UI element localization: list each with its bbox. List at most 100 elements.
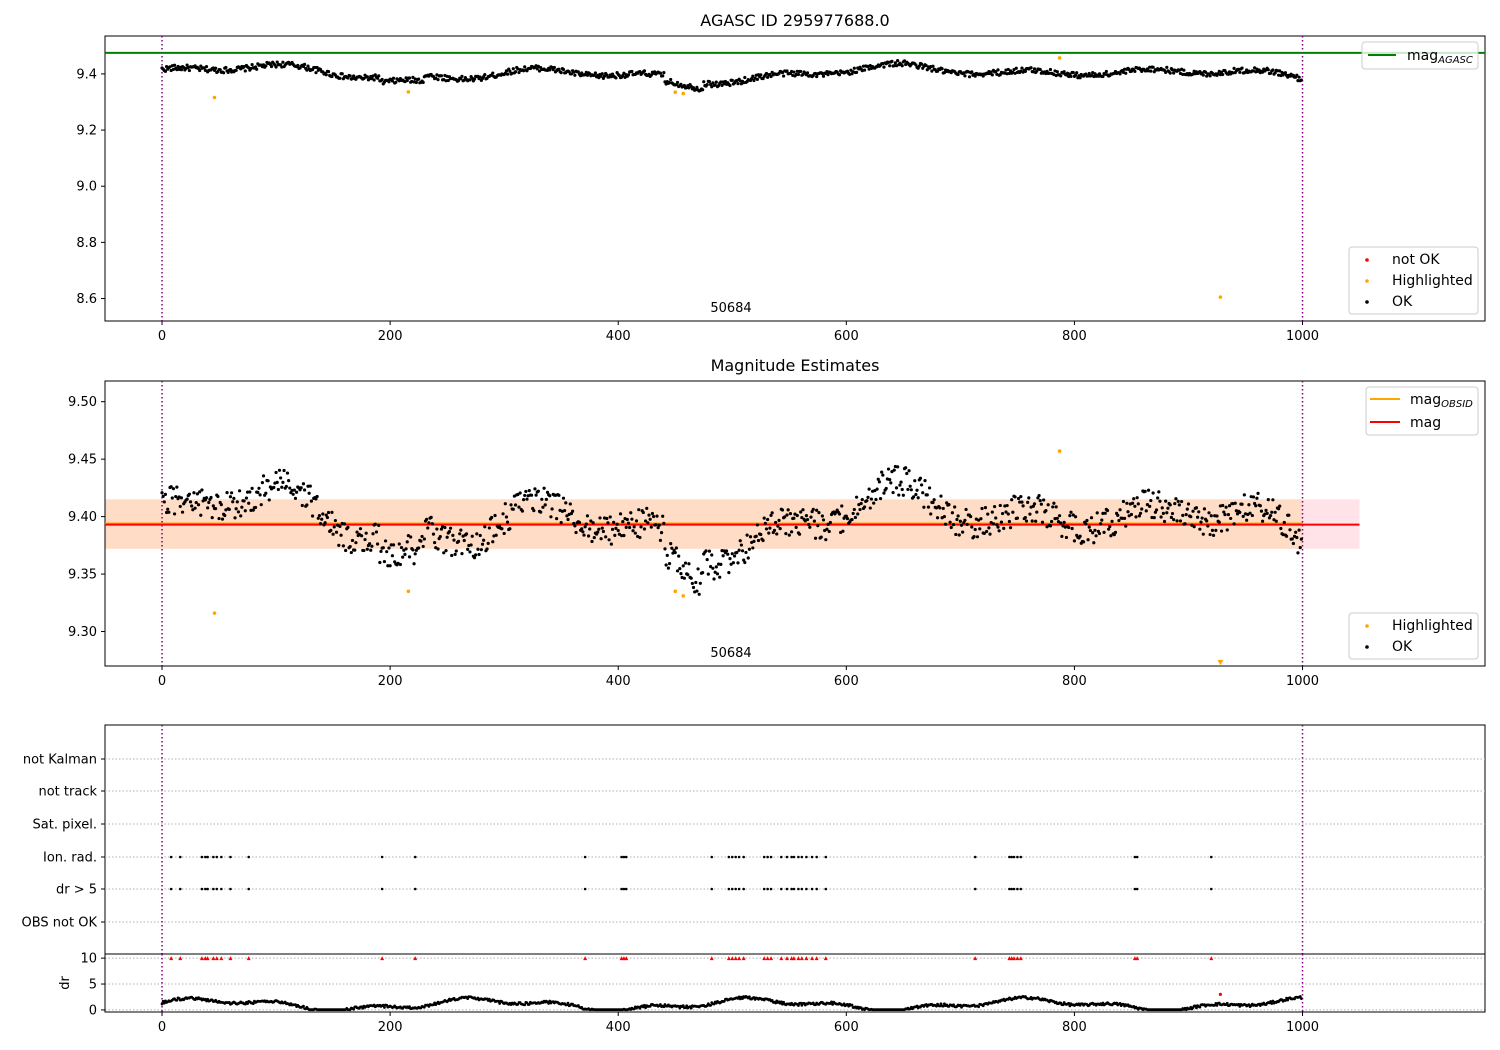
- ok-point: [232, 496, 236, 500]
- ok-point: [1018, 500, 1022, 504]
- ok-point: [764, 527, 769, 531]
- ok-point: [754, 534, 758, 538]
- ok-point: [1133, 69, 1137, 73]
- ok-point: [862, 68, 867, 72]
- ok-point: [1165, 65, 1169, 69]
- ok-point: [308, 484, 312, 488]
- ok-point: [1157, 490, 1161, 494]
- ok-point: [207, 500, 211, 505]
- ok-point: [795, 513, 799, 518]
- flag-point: [797, 887, 800, 891]
- ok-point: [318, 522, 323, 526]
- ok-point: [250, 63, 254, 67]
- ok-point: [1070, 526, 1074, 531]
- ok-point: [391, 543, 396, 547]
- ok-point: [1178, 519, 1183, 523]
- ok-point: [815, 74, 819, 79]
- flag-point: [624, 855, 628, 859]
- x-tick-label: 0: [158, 329, 166, 344]
- ok-point: [664, 563, 668, 567]
- ok-point: [882, 65, 886, 69]
- ok-point: [537, 69, 542, 73]
- ok-point: [1015, 516, 1019, 520]
- ok-point: [1181, 513, 1185, 517]
- ok-point: [1073, 73, 1078, 77]
- ok-point: [742, 558, 746, 562]
- ok-point: [518, 491, 522, 495]
- ok-point: [787, 533, 791, 537]
- ok-point: [482, 538, 486, 542]
- ok-point: [1014, 66, 1018, 70]
- ok-point: [394, 80, 398, 84]
- ok-point: [315, 494, 319, 499]
- flag-point: [730, 855, 734, 859]
- ok-point: [1129, 512, 1134, 517]
- ok-point: [732, 554, 737, 558]
- flag-point: [805, 855, 808, 859]
- highlighted-point: [681, 91, 686, 96]
- ok-point: [845, 517, 850, 521]
- ok-point: [596, 530, 600, 534]
- highlighted-offscale-marker: [1217, 660, 1224, 665]
- ok-point: [422, 537, 426, 541]
- ok-point: [761, 538, 765, 543]
- ok-point: [301, 482, 306, 486]
- legend-label-ok: OK: [1392, 639, 1413, 655]
- ok-point: [694, 580, 698, 585]
- flag-point: [200, 855, 204, 859]
- ok-point: [1200, 516, 1204, 520]
- ok-point: [601, 529, 605, 534]
- ok-point: [185, 497, 189, 501]
- ok-point: [390, 79, 395, 83]
- ok-point: [1030, 519, 1034, 523]
- ok-point: [324, 513, 328, 517]
- ok-point: [737, 548, 741, 552]
- ok-point: [1154, 508, 1159, 512]
- dr-clipped-marker: [804, 956, 809, 961]
- highlighted-point: [673, 589, 678, 594]
- ok-point: [1048, 524, 1053, 528]
- ok-point: [1191, 509, 1195, 513]
- ok-point: [1296, 551, 1300, 555]
- ok-point: [876, 477, 880, 481]
- ok-point: [1086, 538, 1090, 542]
- ok-point: [670, 546, 674, 550]
- ok-point: [894, 486, 899, 490]
- dr-clipped-marker: [1135, 956, 1140, 961]
- ok-point: [1224, 505, 1228, 509]
- ok-point: [925, 493, 929, 497]
- y-tick-label: 9.35: [68, 568, 97, 583]
- ok-point: [807, 522, 811, 527]
- ok-point: [438, 535, 442, 539]
- ok-point: [600, 72, 604, 76]
- ok-point: [909, 488, 913, 492]
- x-tick-label: 200: [378, 1020, 403, 1035]
- ok-point: [1078, 76, 1082, 80]
- ok-point: [641, 510, 645, 515]
- ok-point: [881, 473, 885, 477]
- ok-point: [1242, 493, 1246, 497]
- flag-point: [229, 855, 232, 859]
- ok-point: [454, 549, 458, 553]
- ok-point: [728, 83, 732, 88]
- ok-point: [714, 565, 718, 569]
- ok-point: [1279, 526, 1283, 531]
- flag-point: [247, 855, 251, 859]
- ok-point: [401, 555, 405, 559]
- ok-point: [399, 545, 404, 550]
- ok-point: [565, 514, 569, 518]
- dr-point: [747, 995, 751, 999]
- ok-point: [211, 504, 215, 508]
- dr-clipped-marker: [762, 956, 767, 961]
- dr-point: [977, 1005, 981, 1009]
- ok-point: [1232, 522, 1236, 526]
- ok-point: [853, 515, 858, 520]
- ok-point: [923, 479, 927, 483]
- ok-point: [607, 538, 611, 542]
- dr-point: [162, 1001, 166, 1005]
- ok-point: [193, 506, 197, 510]
- ok-point: [1172, 71, 1176, 75]
- ok-point: [1120, 516, 1124, 520]
- ok-point: [643, 519, 648, 523]
- ok-point: [898, 483, 902, 487]
